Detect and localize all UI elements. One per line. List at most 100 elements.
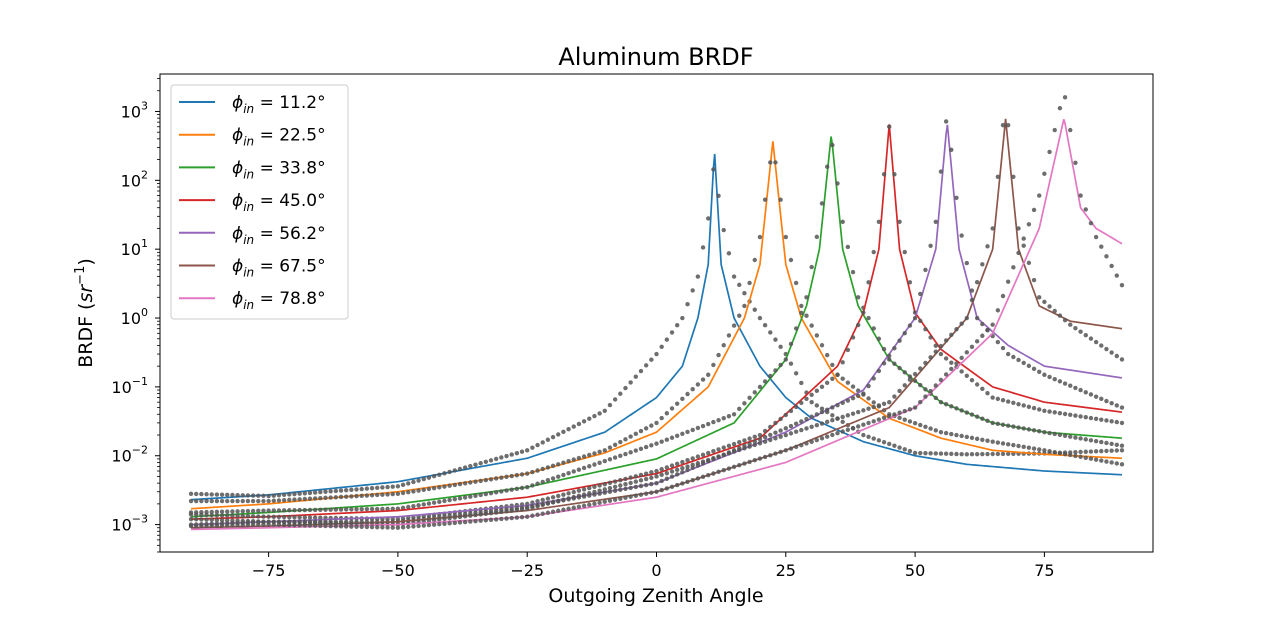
measured-point bbox=[406, 489, 411, 495]
measured-point bbox=[416, 478, 421, 483]
measured-point bbox=[680, 396, 685, 402]
measured-point bbox=[530, 505, 535, 510]
measured-point bbox=[1031, 366, 1037, 372]
y-tick-exponent: 1 bbox=[141, 237, 148, 250]
measured-point bbox=[974, 436, 980, 442]
measured-point bbox=[447, 469, 452, 475]
measured-point bbox=[638, 472, 644, 478]
measured-point bbox=[204, 517, 209, 522]
measured-point bbox=[447, 497, 452, 503]
measured-point bbox=[245, 522, 251, 528]
legend-value: = 56.2° bbox=[254, 224, 325, 244]
measured-point bbox=[674, 433, 680, 438]
measured-point bbox=[1073, 325, 1078, 331]
measured-point bbox=[638, 428, 644, 434]
measured-point bbox=[333, 524, 339, 529]
measured-point bbox=[1093, 234, 1099, 240]
measured-point bbox=[918, 422, 923, 428]
measured-point bbox=[752, 442, 757, 448]
measured-point bbox=[933, 343, 938, 348]
measured-point bbox=[426, 522, 432, 528]
legend-symbol: ϕ bbox=[232, 257, 243, 277]
measured-point bbox=[643, 476, 649, 482]
measured-point bbox=[571, 469, 576, 474]
measured-point bbox=[1109, 350, 1114, 355]
measured-point bbox=[1093, 438, 1099, 444]
measured-point bbox=[1031, 277, 1037, 283]
measured-point bbox=[219, 509, 225, 514]
measured-point bbox=[866, 315, 871, 321]
measured-point bbox=[452, 468, 457, 473]
measured-point bbox=[550, 495, 556, 500]
measured-point bbox=[809, 392, 814, 398]
measured-point bbox=[219, 513, 225, 518]
measured-point bbox=[302, 491, 308, 496]
measured-point bbox=[680, 315, 685, 321]
measured-point bbox=[809, 323, 814, 328]
measured-point bbox=[923, 424, 928, 429]
measured-point bbox=[504, 516, 509, 521]
measured-point bbox=[540, 440, 545, 445]
measured-point bbox=[711, 471, 716, 476]
legend-subscript: in bbox=[243, 233, 254, 247]
measured-point bbox=[499, 489, 504, 494]
legend-subscript: in bbox=[243, 167, 254, 181]
measured-point bbox=[814, 333, 820, 338]
measured-point bbox=[742, 290, 747, 296]
measured-point bbox=[1093, 457, 1099, 462]
measured-point bbox=[483, 477, 489, 483]
measured-point bbox=[607, 498, 613, 503]
measured-point bbox=[375, 525, 380, 530]
legend-value: = 11.2° bbox=[254, 93, 325, 113]
measured-point bbox=[824, 419, 830, 425]
measured-point bbox=[788, 431, 794, 436]
measured-point bbox=[1093, 416, 1099, 422]
measured-point bbox=[188, 498, 194, 504]
measured-point bbox=[214, 509, 220, 515]
measured-point bbox=[1047, 409, 1052, 414]
y-tick-exponent: −1 bbox=[132, 375, 148, 388]
measured-point bbox=[194, 491, 199, 497]
measured-point bbox=[814, 388, 820, 394]
measured-point bbox=[757, 315, 763, 321]
measured-point bbox=[514, 515, 520, 520]
measured-point bbox=[545, 477, 551, 483]
measured-point bbox=[659, 472, 664, 478]
measured-point bbox=[612, 484, 618, 489]
measured-point bbox=[1099, 244, 1104, 249]
measured-point bbox=[1047, 149, 1052, 155]
measured-point bbox=[1073, 413, 1078, 418]
measured-point bbox=[592, 462, 597, 467]
measured-point bbox=[349, 507, 354, 512]
measured-points-5 bbox=[188, 119, 1125, 524]
measured-point bbox=[499, 509, 504, 515]
measured-point bbox=[700, 459, 706, 464]
measured-point bbox=[509, 487, 514, 492]
measured-point bbox=[587, 491, 592, 496]
measured-point bbox=[954, 327, 959, 332]
measured-point bbox=[995, 440, 1001, 445]
measured-point bbox=[194, 498, 199, 504]
measured-point bbox=[1073, 449, 1078, 455]
measured-point bbox=[974, 382, 980, 387]
measured-point bbox=[1062, 451, 1068, 457]
measured-point bbox=[576, 488, 582, 493]
measured-point bbox=[819, 409, 825, 415]
measured-point bbox=[602, 408, 607, 413]
x-axis-label: Outgoing Zenith Angle bbox=[548, 585, 763, 607]
measured-point bbox=[881, 361, 887, 366]
measured-point bbox=[245, 508, 251, 514]
measured-point bbox=[468, 463, 473, 469]
measured-point bbox=[964, 434, 970, 440]
measured-point bbox=[799, 303, 804, 309]
measured-point bbox=[850, 384, 856, 389]
measured-point bbox=[1099, 417, 1104, 422]
measured-point bbox=[452, 520, 457, 526]
measured-point bbox=[525, 506, 530, 511]
measured-point bbox=[747, 395, 752, 401]
measured-point bbox=[633, 474, 639, 479]
measured-point bbox=[757, 384, 763, 390]
measured-point bbox=[731, 441, 737, 447]
y-tick-exponent: 2 bbox=[141, 168, 148, 181]
measured-point bbox=[1000, 441, 1006, 446]
